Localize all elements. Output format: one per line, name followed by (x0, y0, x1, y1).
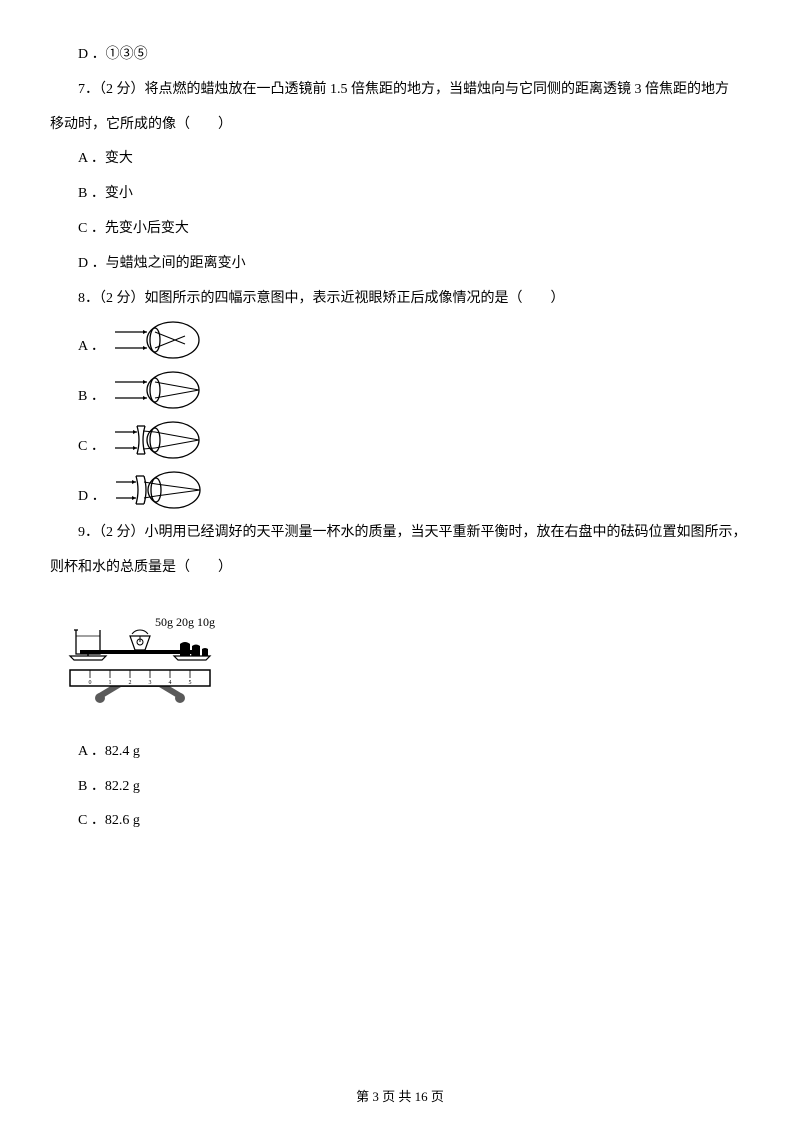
q8-option-c-row: C ． (50, 418, 750, 462)
q7-option-a: A ．变大 (78, 144, 750, 175)
q9-option-c: C ．82.6 g (78, 806, 750, 837)
ruler-label-5: 5 (189, 680, 192, 686)
weights-label: 50g 20g 10g (155, 615, 215, 629)
q7-option-d: D ．与蜡烛之间的距离变小 (78, 249, 750, 280)
q8-option-d-label: D ． (78, 482, 106, 513)
ruler-label-0: 0 (89, 680, 92, 686)
page-footer: 第 3 页 共 16 页 (0, 1083, 800, 1112)
question-8: 8．（2 分）如图所示的四幅示意图中，表示近视眼矫正后成像情况的是（ ） A ．… (50, 284, 750, 513)
q7-option-c: C ．先变小后变大 (78, 214, 750, 245)
question-9: 9．（2 分）小明用已经调好的天平测量一杯水的质量，当天平重新平衡时，放在右盘中… (50, 518, 750, 837)
question-7: 7．（2 分）将点燃的蜡烛放在一凸透镜前 1.5 倍焦距的地方，当蜡烛向与它同侧… (50, 75, 750, 280)
eye-diagram-a-icon (113, 318, 203, 362)
q9-stem-line1: 9．（2 分）小明用已经调好的天平测量一杯水的质量，当天平重新平衡时，放在右盘中… (50, 518, 750, 549)
eye-diagram-b-icon (113, 368, 203, 412)
q8-option-a-label: A ． (78, 332, 105, 363)
q8-option-d-row: D ． (50, 468, 750, 512)
q8-option-b-row: B ． (50, 368, 750, 412)
eye-diagram-d-icon (114, 468, 204, 512)
q8-option-c-label: C ． (78, 432, 105, 463)
ruler-label-1: 1 (109, 680, 112, 686)
q7-stem-line1: 7．（2 分）将点燃的蜡烛放在一凸透镜前 1.5 倍焦距的地方，当蜡烛向与它同侧… (50, 75, 750, 106)
q7-option-b: B ．变小 (78, 179, 750, 210)
q9-option-b: B ．82.2 g (78, 772, 750, 803)
eye-diagram-c-icon (113, 418, 203, 462)
ruler-label-4: 4 (169, 680, 172, 686)
ruler-label-2: 2 (129, 680, 132, 686)
balance-scale-icon: 0 1 2 3 4 5 50g 20g 10g (50, 596, 230, 716)
q8-stem: 8．（2 分）如图所示的四幅示意图中，表示近视眼矫正后成像情况的是（ ） (50, 284, 750, 315)
q9-option-a: A ．82.4 g (78, 737, 750, 768)
q7-stem-line2: 移动时，它所成的像（ ） (50, 110, 750, 141)
q8-option-a-row: A ． (50, 318, 750, 362)
ruler-label-3: 3 (149, 680, 152, 686)
q8-option-b-label: B ． (78, 382, 105, 413)
q9-stem-line2: 则杯和水的总质量是（ ） (50, 553, 750, 584)
q6-option-d: D ．①③⑤ (78, 40, 750, 71)
